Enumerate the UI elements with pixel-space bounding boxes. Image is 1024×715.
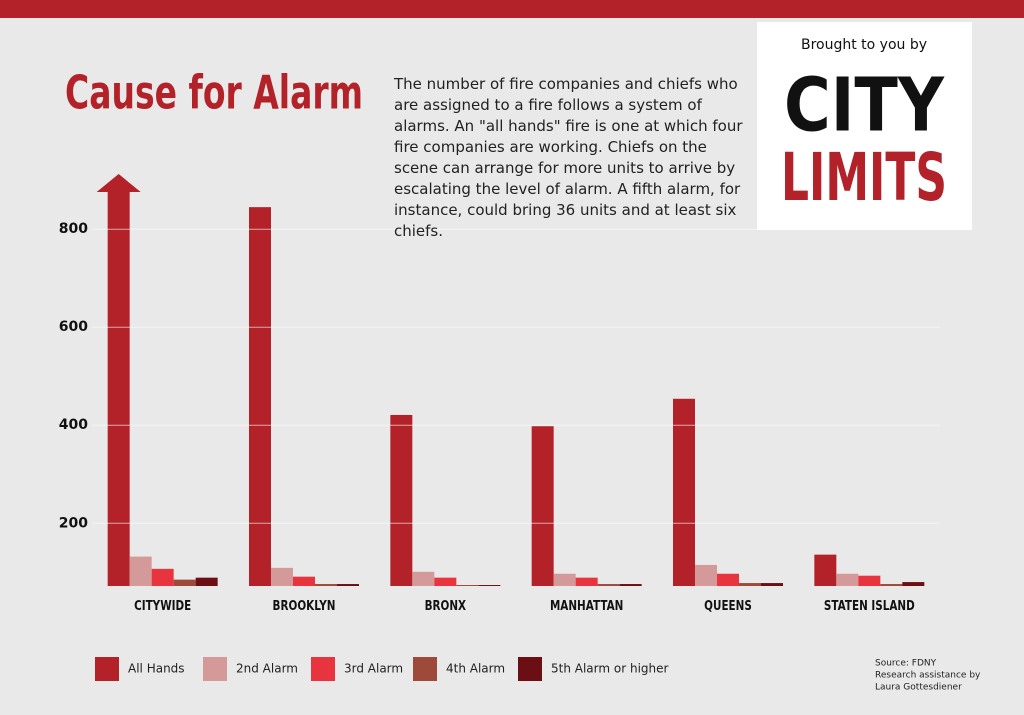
bar	[553, 573, 576, 586]
y-tick-label: 800	[59, 221, 88, 237]
overflow-arrow	[96, 174, 141, 192]
bar	[673, 398, 695, 586]
legend-swatch	[95, 657, 119, 681]
y-tick-label: 400	[59, 417, 88, 433]
x-tick-label: CITYWIDE	[134, 598, 191, 613]
logo-box	[757, 22, 972, 230]
bar	[434, 577, 457, 586]
bar	[456, 585, 479, 586]
bar	[337, 584, 359, 586]
x-tick-label: BRONX	[425, 598, 466, 613]
bar	[575, 577, 598, 586]
legend-swatch	[413, 657, 437, 681]
bar	[761, 583, 783, 586]
legend-swatch	[311, 657, 335, 681]
legend-swatch	[518, 657, 542, 681]
legend-label: 2nd Alarm	[236, 662, 298, 676]
legend-label: 5th Alarm or higher	[551, 662, 669, 676]
bar	[597, 584, 620, 586]
source-line: Source: FDNY	[875, 659, 937, 669]
logo-tagline: Brought to you by	[801, 37, 927, 53]
top-band	[0, 0, 1024, 18]
x-tick-label: QUEENS	[704, 598, 752, 613]
bar	[836, 573, 859, 586]
bar	[107, 190, 130, 586]
bar	[293, 576, 315, 586]
legend-label: 3rd Alarm	[344, 662, 403, 676]
bar	[129, 556, 152, 586]
legend-swatch	[203, 657, 227, 681]
bar	[814, 554, 837, 586]
bar	[880, 584, 903, 586]
logo-line2: LIMITS	[781, 139, 947, 216]
source-line: Research assistance by	[875, 671, 981, 681]
x-tick-label: MANHATTAN	[550, 598, 623, 613]
x-tick-label: STATEN ISLAND	[824, 598, 915, 613]
bar	[151, 568, 174, 586]
y-tick-label: 200	[59, 515, 88, 531]
bar	[173, 579, 196, 586]
logo-line1: CITY	[784, 63, 945, 149]
bar	[478, 585, 501, 586]
chart-title: Cause for Alarm	[65, 66, 363, 120]
x-tick-label: BROOKLYN	[273, 598, 336, 613]
bar	[695, 564, 717, 586]
source-line: Laura Gottesdiener	[875, 683, 962, 693]
y-tick-label: 600	[59, 319, 88, 335]
bar	[739, 583, 761, 586]
bar	[315, 584, 337, 586]
bar	[717, 573, 739, 586]
bar	[195, 577, 218, 586]
bar	[531, 426, 554, 586]
bar	[249, 207, 271, 586]
bar	[902, 582, 925, 586]
bar	[412, 571, 435, 586]
legend-label: 4th Alarm	[446, 662, 505, 676]
bar	[619, 584, 642, 586]
bar	[271, 567, 293, 586]
bar	[390, 414, 413, 586]
legend-label: All Hands	[128, 662, 185, 676]
bar	[858, 575, 881, 586]
description: The number of fire companies and chiefs …	[394, 75, 743, 240]
